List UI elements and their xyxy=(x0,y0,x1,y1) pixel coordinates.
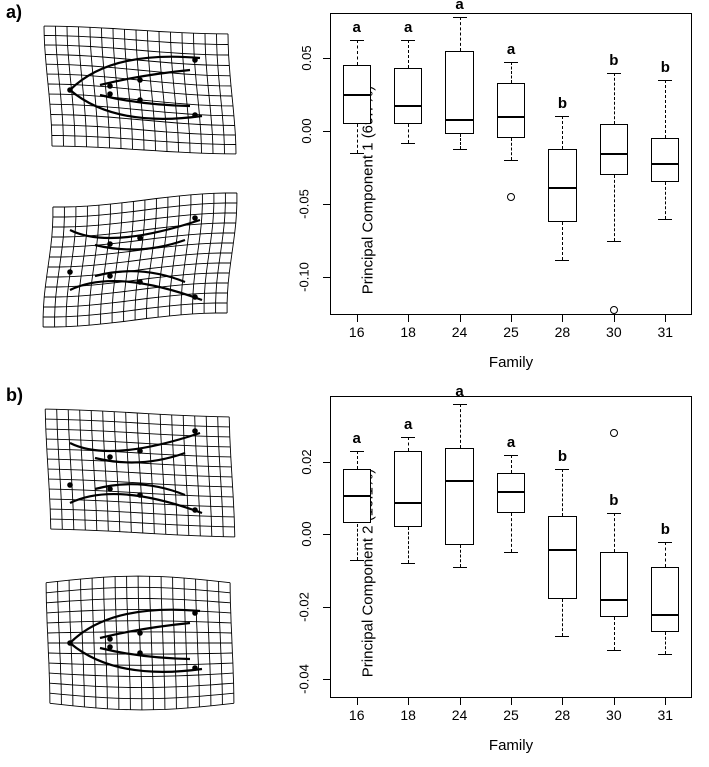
group-letter: b xyxy=(609,492,618,509)
xlabel-b: Family xyxy=(330,737,692,754)
panel-a: a) Principal Component 1 (69.7%) -0.10-0… xyxy=(0,0,709,383)
group-letter: a xyxy=(404,19,412,36)
plot-a-frame: -0.10-0.050.000.05a16a18a24a25b28b30b31 xyxy=(330,13,692,315)
outlier xyxy=(610,429,618,437)
xtick-label: 30 xyxy=(606,707,622,723)
ytick-label: -0.02 xyxy=(297,592,312,622)
xtick-label: 16 xyxy=(349,707,365,723)
group-letter: a xyxy=(455,383,463,400)
box xyxy=(394,68,422,124)
boxplot-b: Principal Component 2 (16.1%) -0.04-0.02… xyxy=(270,388,700,758)
box xyxy=(651,138,679,182)
warp-grid-a-bottom xyxy=(40,190,240,330)
xtick-label: 25 xyxy=(503,324,519,340)
xtick-label: 31 xyxy=(657,707,673,723)
ytick-label: -0.10 xyxy=(297,263,312,293)
box xyxy=(600,124,628,175)
group-letter: a xyxy=(507,434,515,451)
xtick-label: 18 xyxy=(400,324,416,340)
group-letter: a xyxy=(353,19,361,36)
box xyxy=(445,448,473,546)
panel-a-label: a) xyxy=(6,2,22,23)
xtick-label: 18 xyxy=(400,707,416,723)
panel-b-label: b) xyxy=(6,385,23,406)
group-letter: b xyxy=(609,52,618,69)
warp-grid-b-bottom xyxy=(40,573,240,713)
xtick-label: 28 xyxy=(555,324,571,340)
plot-b-frame: -0.04-0.020.000.02a16a18a24a25b28b30b31 xyxy=(330,396,692,698)
group-letter: a xyxy=(404,416,412,433)
warp-grid-a-top xyxy=(40,20,240,160)
ytick-label: 0.00 xyxy=(299,522,314,547)
xtick-label: 31 xyxy=(657,324,673,340)
box xyxy=(548,149,576,222)
ytick-label: -0.04 xyxy=(297,664,312,694)
xtick-label: 16 xyxy=(349,324,365,340)
warp-grid-b-top xyxy=(40,403,240,543)
box xyxy=(600,552,628,617)
group-letter: a xyxy=(353,430,361,447)
xtick-label: 30 xyxy=(606,324,622,340)
xtick-label: 28 xyxy=(555,707,571,723)
group-letter: a xyxy=(455,0,463,13)
group-letter: b xyxy=(661,59,670,76)
panel-b: b) Principal Component 2 (16.1%) -0.04-0… xyxy=(0,383,709,767)
xtick-label: 24 xyxy=(452,324,468,340)
boxplot-a: Principal Component 1 (69.7%) -0.10-0.05… xyxy=(270,5,700,375)
group-letter: b xyxy=(558,448,567,465)
box xyxy=(445,51,473,134)
ytick-label: 0.05 xyxy=(299,45,314,70)
group-letter: a xyxy=(507,41,515,58)
box xyxy=(497,83,525,139)
ytick-label: -0.05 xyxy=(297,189,312,219)
box xyxy=(651,567,679,632)
xtick-label: 24 xyxy=(452,707,468,723)
outlier xyxy=(610,306,618,314)
group-letter: b xyxy=(558,95,567,112)
figure: a) Principal Component 1 (69.7%) -0.10-0… xyxy=(0,0,709,767)
ytick-label: 0.02 xyxy=(299,449,314,474)
outlier xyxy=(507,193,515,201)
box xyxy=(394,451,422,527)
group-letter: b xyxy=(661,521,670,538)
box xyxy=(548,516,576,599)
xtick-label: 25 xyxy=(503,707,519,723)
ytick-label: 0.00 xyxy=(299,118,314,143)
xlabel-a: Family xyxy=(330,354,692,371)
